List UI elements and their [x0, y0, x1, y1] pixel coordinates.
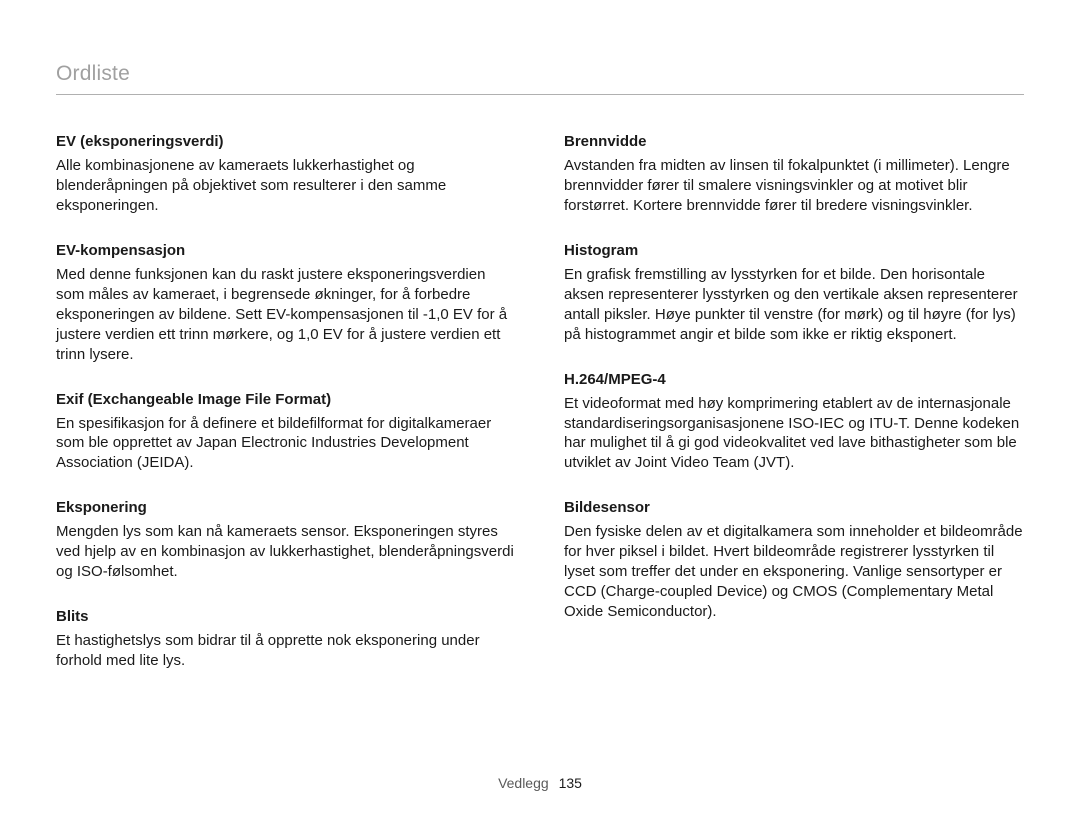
page-body: Ordliste EV (eksponeringsverdi) Alle kom…	[0, 0, 1080, 697]
glossary-definition: Den fysiske delen av et digitalkamera so…	[564, 522, 1024, 622]
glossary-definition: Alle kombinasjonene av kameraets lukkerh…	[56, 156, 516, 216]
glossary-definition: Avstanden fra midten av linsen til fokal…	[564, 156, 1024, 216]
glossary-term: H.264/MPEG-4	[564, 371, 1024, 388]
glossary-columns: EV (eksponeringsverdi) Alle kombinasjone…	[56, 133, 1024, 697]
glossary-term: Exif (Exchangeable Image File Format)	[56, 391, 516, 408]
glossary-definition: En spesifikasjon for å definere et bilde…	[56, 414, 516, 474]
glossary-entry: Histogram En grafisk fremstilling av lys…	[564, 242, 1024, 345]
glossary-definition: Mengden lys som kan nå kameraets sensor.…	[56, 522, 516, 582]
glossary-entry: EV-kompensasjon Med denne funksjonen kan…	[56, 242, 516, 365]
glossary-term: Blits	[56, 608, 516, 625]
glossary-entry: H.264/MPEG-4 Et videoformat med høy komp…	[564, 371, 1024, 474]
glossary-entry: Blits Et hastighetslys som bidrar til å …	[56, 608, 516, 671]
glossary-entry: EV (eksponeringsverdi) Alle kombinasjone…	[56, 133, 516, 216]
glossary-term: Eksponering	[56, 499, 516, 516]
glossary-term: Bildesensor	[564, 499, 1024, 516]
glossary-entry: Bildesensor Den fysiske delen av et digi…	[564, 499, 1024, 622]
glossary-definition: Et hastighetslys som bidrar til å oppret…	[56, 631, 516, 671]
glossary-entry: Exif (Exchangeable Image File Format) En…	[56, 391, 516, 474]
glossary-definition: Et videoformat med høy komprimering etab…	[564, 394, 1024, 474]
glossary-term: EV-kompensasjon	[56, 242, 516, 259]
right-column: Brennvidde Avstanden fra midten av linse…	[564, 133, 1024, 697]
header-rule	[56, 94, 1024, 95]
footer-section: Vedlegg	[498, 775, 549, 791]
glossary-term: Brennvidde	[564, 133, 1024, 150]
footer-page-number: 135	[559, 775, 582, 791]
glossary-definition: Med denne funksjonen kan du raskt juster…	[56, 265, 516, 365]
page-title: Ordliste	[56, 62, 1024, 92]
page-footer: Vedlegg 135	[0, 775, 1080, 791]
glossary-term: Histogram	[564, 242, 1024, 259]
glossary-entry: Eksponering Mengden lys som kan nå kamer…	[56, 499, 516, 582]
glossary-definition: En grafisk fremstilling av lysstyrken fo…	[564, 265, 1024, 345]
glossary-entry: Brennvidde Avstanden fra midten av linse…	[564, 133, 1024, 216]
glossary-term: EV (eksponeringsverdi)	[56, 133, 516, 150]
left-column: EV (eksponeringsverdi) Alle kombinasjone…	[56, 133, 516, 697]
